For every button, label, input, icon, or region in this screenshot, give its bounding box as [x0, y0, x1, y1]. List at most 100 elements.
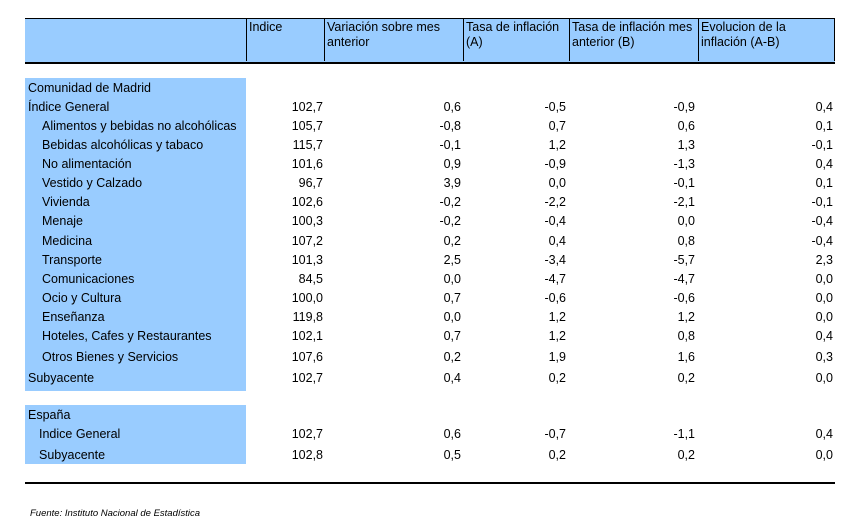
espana-label-shading — [25, 405, 246, 464]
cell-c3: -0,6 — [544, 291, 566, 305]
cell-c1: 84,5 — [298, 272, 323, 286]
table-row: Hoteles, Cafes y Restaurantes 102,1 0,7 1,2… — [25, 327, 835, 346]
table-row: Transporte 101,3 2,5 -3,4 -5,7 2,3 — [25, 251, 835, 270]
cell-c2: 2,5 — [443, 253, 461, 267]
table-row: Alimentos y bebidas no alcohólicas 105,7 -… — [25, 117, 835, 136]
madrid-label-shading — [25, 78, 246, 391]
bottom-rule — [25, 482, 835, 484]
cell-c5: -0,1 — [811, 138, 833, 152]
cell-c1: 100,3 — [291, 214, 323, 228]
cell-c2: 0,0 — [443, 310, 461, 324]
cell-c5: 0,4 — [815, 427, 833, 441]
cell-c4: 1,2 — [677, 310, 695, 324]
cell-c4: 1,3 — [677, 138, 695, 152]
header-col-tasa-b: Tasa de inflación mes anterior (B) — [569, 18, 698, 61]
cell-c2: 0,6 — [443, 427, 461, 441]
row-label: Otros Bienes y Servicios — [42, 350, 179, 364]
cell-c5: 0,3 — [815, 350, 833, 364]
cell-c1: 115,7 — [292, 138, 323, 152]
cell-c3: 1,9 — [548, 350, 566, 364]
cell-c5: 2,3 — [815, 253, 833, 267]
cell-c4: 0,6 — [677, 119, 695, 133]
cell-c1: 119,8 — [292, 310, 323, 324]
row-label: Vivienda — [42, 195, 90, 209]
cell-c5: 0,4 — [815, 329, 833, 343]
section-title-text: España — [28, 408, 71, 422]
cell-c3: 1,2 — [548, 310, 566, 324]
cell-c3: 0,2 — [548, 371, 566, 385]
cell-c2: 0,0 — [443, 272, 461, 286]
row-label: Vestido y Calzado — [42, 176, 143, 190]
cell-c3: 0,2 — [548, 448, 566, 462]
cell-c3: -0,9 — [544, 157, 566, 171]
section-title-text: Comunidad de Madrid — [28, 81, 151, 95]
table-row: Enseñanza 119,8 0,0 1,2 1,2 0,0 — [25, 308, 835, 327]
cell-c5: -0,4 — [811, 214, 833, 228]
table-row: Índice General 102,7 0,6 -0,5 -0,9 0,4 — [25, 98, 835, 117]
cell-c3: -0,5 — [544, 100, 566, 114]
cell-c5: 0,1 — [815, 176, 833, 190]
cell-c4: -0,6 — [673, 291, 695, 305]
cell-c5: 0,1 — [815, 119, 833, 133]
row-label: Comunicaciones — [42, 272, 135, 286]
row-label: Índice General — [28, 100, 110, 114]
row-label: Transporte — [42, 253, 102, 267]
cell-c5: 0,0 — [815, 310, 833, 324]
cell-c4: -0,9 — [673, 100, 695, 114]
table-row: Indice General 102,7 0,6 -0,7 -1,1 0,4 — [25, 425, 835, 444]
cell-c3: 0,4 — [548, 234, 566, 248]
madrid-section-title: Comunidad de Madrid — [25, 79, 835, 98]
cell-c4: 1,6 — [677, 350, 695, 364]
cell-c2: 0,4 — [443, 371, 461, 385]
cell-c2: 3,9 — [443, 176, 461, 190]
row-label: Menaje — [42, 214, 83, 228]
cell-c3: 0,0 — [548, 176, 566, 190]
cell-c4: 0,8 — [677, 329, 695, 343]
cell-c5: 0,0 — [815, 448, 833, 462]
cell-c3: -0,4 — [544, 214, 566, 228]
cell-c1: 100,0 — [291, 291, 323, 305]
cell-c5: 0,4 — [815, 100, 833, 114]
cell-c4: -0,1 — [673, 176, 695, 190]
cell-c5: -0,4 — [811, 234, 833, 248]
table-row: Otros Bienes y Servicios 107,6 0,2 1,9 1,6 0,… — [25, 348, 835, 367]
cell-c3: -2,2 — [544, 195, 566, 209]
cell-c5: 0,4 — [815, 157, 833, 171]
cell-c4: -5,7 — [673, 253, 695, 267]
cell-c5: -0,1 — [811, 195, 833, 209]
cell-c3: -4,7 — [544, 272, 566, 286]
cell-c4: -1,3 — [673, 157, 695, 171]
row-label: No alimentación — [42, 157, 132, 171]
cell-c3: 1,2 — [548, 329, 566, 343]
header-col-evolucion: Evolucion de la inflación (A-B) — [698, 18, 835, 61]
cell-c2: 0,7 — [443, 329, 461, 343]
row-label: Bebidas alcohólicas y tabaco — [42, 138, 204, 152]
cell-c1: 105,7 — [291, 119, 323, 133]
cell-c1: 102,1 — [291, 329, 323, 343]
cell-c2: 0,5 — [443, 448, 461, 462]
cell-c5: 0,0 — [815, 371, 833, 385]
cell-c1: 102,8 — [291, 448, 323, 462]
cell-c4: -4,7 — [673, 272, 695, 286]
cell-c3: 1,2 — [548, 138, 566, 152]
cell-c5: 0,0 — [815, 291, 833, 305]
source-note: Fuente: Instituto Nacional de Estadístic… — [30, 508, 201, 519]
row-label: Enseñanza — [42, 310, 105, 324]
row-label: Hoteles, Cafes y Restaurantes — [42, 329, 212, 343]
cell-c1: 96,7 — [298, 176, 323, 190]
cell-c1: 102,6 — [291, 195, 323, 209]
table-row: No alimentación 101,6 0,9 -0,9 -1,3 0,4 — [25, 155, 835, 174]
header-col-tasa-a: Tasa de inflación (A) — [463, 18, 569, 61]
cell-c2: 0,6 — [443, 100, 461, 114]
row-label: Subyacente — [39, 448, 106, 462]
cell-c3: 0,7 — [548, 119, 566, 133]
cell-c2: -0,2 — [439, 195, 461, 209]
cell-c1: 102,7 — [291, 100, 323, 114]
table-row: Vestido y Calzado 96,7 3,9 0,0 -0,1 0,1 — [25, 174, 835, 193]
cell-c1: 102,7 — [291, 371, 323, 385]
cell-c1: 107,2 — [291, 234, 323, 248]
row-label: Alimentos y bebidas no alcohólicas — [42, 119, 237, 133]
cell-c4: -2,1 — [673, 195, 695, 209]
cell-c2: 0,7 — [443, 291, 461, 305]
